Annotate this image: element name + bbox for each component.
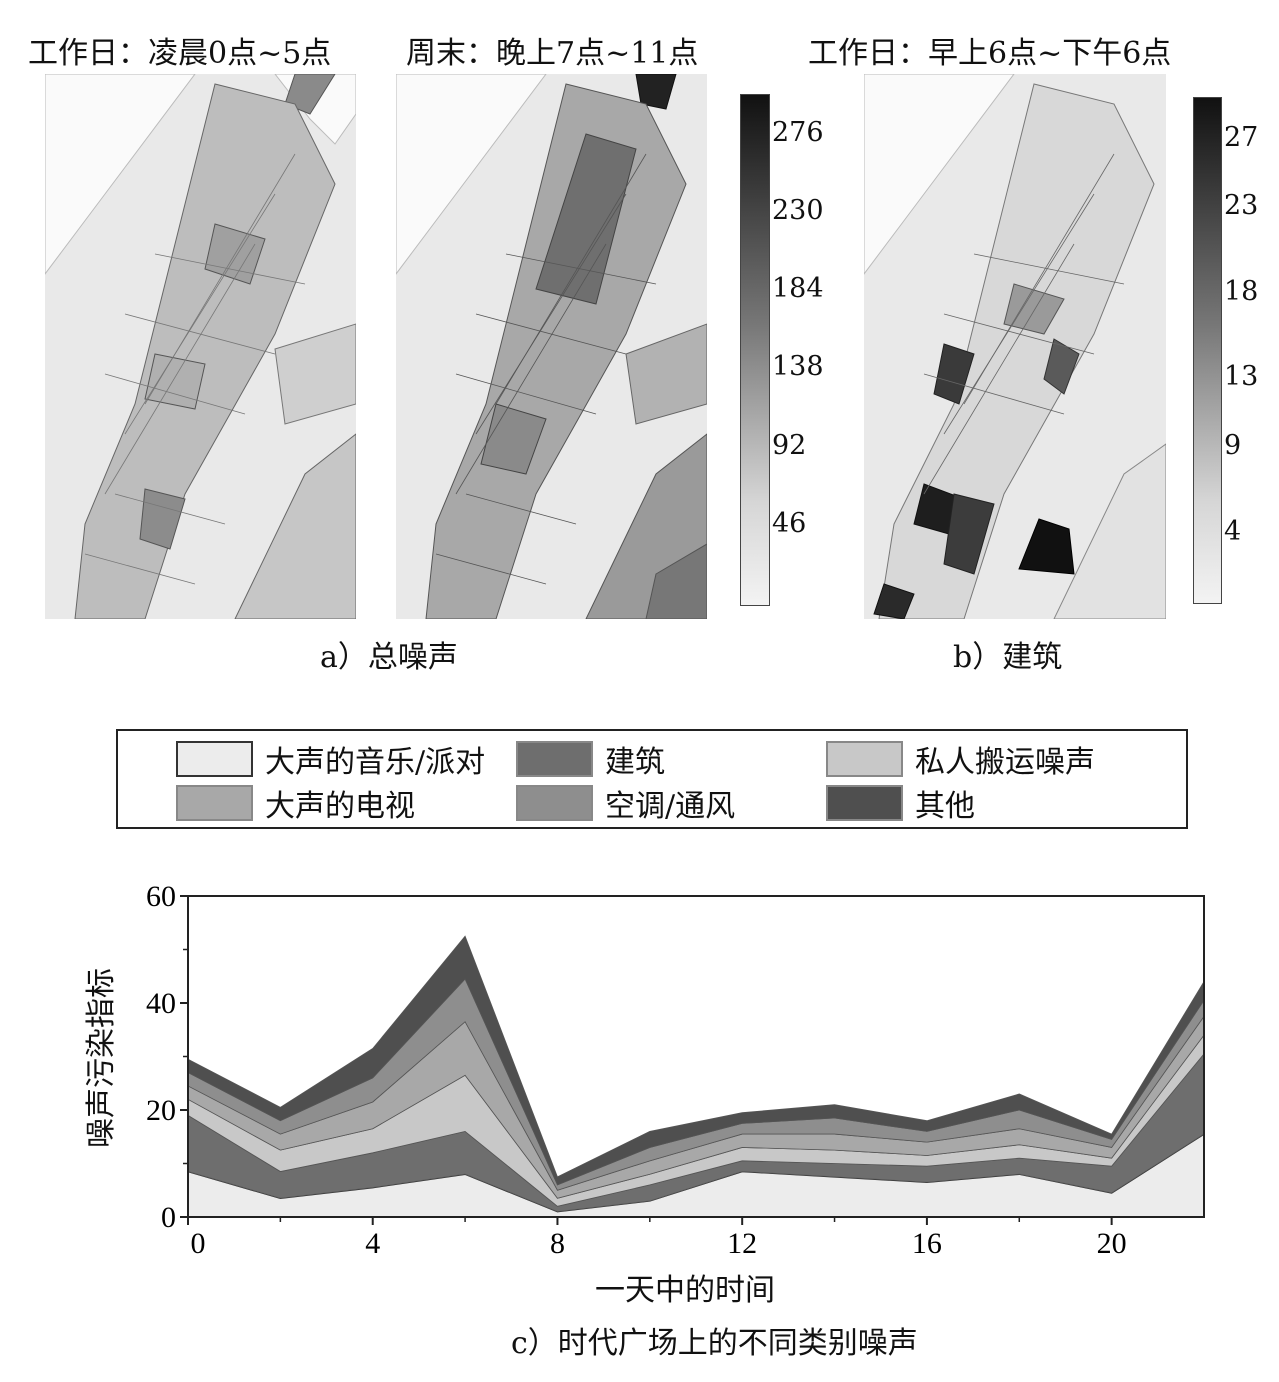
map-title-weekday-day: 工作日：早上6点~下午6点 [808,36,1172,71]
legend-item: 私人搬运噪声 [826,737,1095,781]
colorbar-tick: 92 [772,429,807,461]
construction-noise-map [864,74,1166,619]
noise-map-weekend-evening [396,74,707,619]
y-tick-label: 60 [146,880,176,913]
legend-label: 建筑 [605,745,665,780]
colorbar-tick: 184 [772,273,824,305]
legend-item: 其他 [826,781,975,825]
legend-label: 其他 [915,789,975,824]
legend-item: 空调/通风 [516,781,735,825]
x-axis-ticks: 0 4 8 12 16 20 [187,1217,1127,1260]
colorbar-tick: 9 [1224,429,1242,461]
colorbar-tick: 13 [1224,361,1259,393]
stacked-area-chart: 0 4 8 12 16 20 0 20 40 60 [146,880,1205,1260]
noise-map-weekday-night [45,74,356,619]
chart-legend: 大声的音乐/派对 建筑 私人搬运噪声 大声的电视 空调/通风 其他 [116,729,1188,829]
colorbar-tick: 27 [1224,121,1259,153]
x-tick-label: 20 [1097,1227,1127,1260]
caption-construction: b）建筑 [953,640,1063,675]
caption-total-noise: a）总噪声 [320,640,458,675]
legend-swatch [826,741,903,777]
map-title-weekend-evening: 周末：晚上7点~11点 [406,36,699,71]
y-axis-ticks: 0 20 40 60 [146,880,188,1234]
area-series-group [187,935,1205,1218]
x-tick-label: 4 [365,1227,380,1260]
colorbar-tick: 230 [772,195,824,226]
colorbar-tick: 138 [772,351,824,383]
x-tick-label: 8 [550,1227,565,1260]
legend-label: 大声的音乐/派对 [265,745,486,780]
legend-item: 大声的电视 [176,781,415,825]
colorbar-construction [1193,97,1222,604]
colorbar-tick: 276 [772,116,824,148]
y-tick-label: 40 [146,987,176,1020]
legend-swatch [826,785,903,821]
colorbar-total-noise [740,94,770,606]
colorbar-tick: 46 [772,507,807,539]
x-tick-label: 16 [912,1227,942,1260]
colorbar-total-noise-ticks: 276 230 184 138 92 46 [772,94,832,604]
legend-swatch [516,741,593,777]
map-title-weekday-night: 工作日：凌晨0点~5点 [28,36,332,71]
legend-swatch [516,785,593,821]
colorbar-construction-ticks: 27 23 18 13 9 4 [1224,97,1274,602]
legend-label: 空调/通风 [605,789,736,824]
legend-label: 私人搬运噪声 [915,745,1095,780]
colorbar-tick: 4 [1224,515,1242,547]
chart-caption: c）时代广场上的不同类别噪声 [511,1326,918,1361]
legend-label: 大声的电视 [265,789,415,824]
x-axis-label: 一天中的时间 [595,1273,775,1308]
legend-item: 建筑 [516,737,665,781]
y-tick-label: 0 [161,1201,176,1234]
legend-swatch [176,741,253,777]
y-tick-label: 20 [146,1094,176,1127]
legend-swatch [176,785,253,821]
colorbar-tick: 23 [1224,190,1259,222]
x-tick-label: 0 [191,1227,206,1260]
x-tick-label: 12 [727,1227,757,1260]
y-axis-label: 噪声污染指标 [84,968,119,1148]
legend-item: 大声的音乐/派对 [176,737,485,781]
colorbar-tick: 18 [1224,275,1259,307]
